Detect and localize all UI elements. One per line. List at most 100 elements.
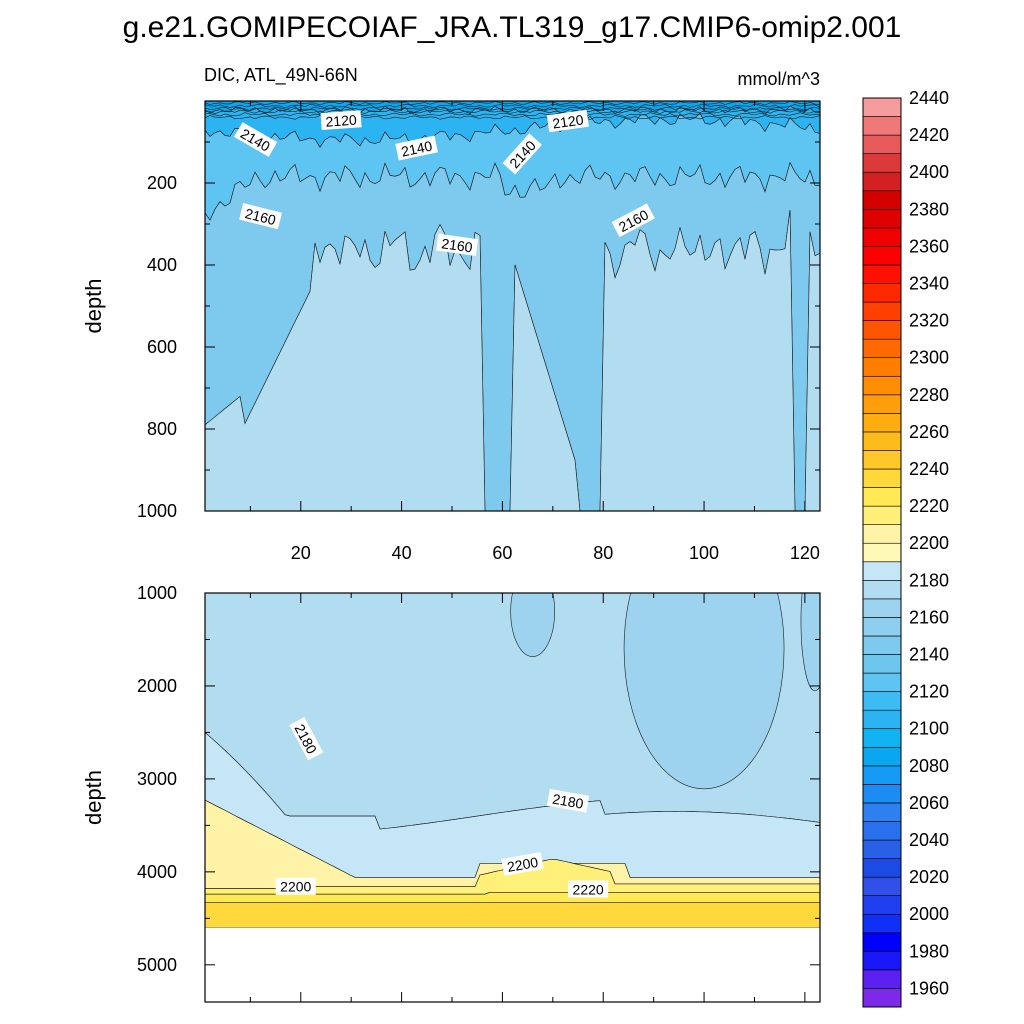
colorbar-label: 2340 <box>909 274 949 294</box>
colorbar-label: 2000 <box>909 904 949 924</box>
colorbar-label: 2020 <box>909 867 949 887</box>
y-tick-label: 1000 <box>137 583 177 603</box>
y-tick-label: 2000 <box>137 676 177 696</box>
contour-label: 2160 <box>436 233 479 257</box>
contour-line <box>205 109 820 115</box>
colorbar-label: 1960 <box>909 978 949 998</box>
contour-line <box>205 115 820 120</box>
colorbar-swatch <box>862 264 902 284</box>
colorbar-swatch <box>862 876 902 896</box>
colorbar-swatch <box>862 746 902 767</box>
contour-label: 2140 <box>395 135 438 161</box>
colorbar-swatch <box>862 431 902 451</box>
x-tick-label: 60 <box>492 543 512 563</box>
figure-title: g.e21.GOMIPECOIAF_JRA.TL319_g17.CMIP6-om… <box>123 11 902 44</box>
colorbar-label: 2080 <box>909 756 949 776</box>
colorbar-swatch <box>862 839 902 859</box>
y-tick-label: 3000 <box>137 769 177 789</box>
colorbar-swatch <box>862 190 902 210</box>
colorbar-swatch <box>862 468 902 488</box>
y-tick-label: 200 <box>147 173 177 193</box>
colorbar-swatch <box>862 116 902 136</box>
colorbar-swatch <box>862 320 902 340</box>
colorbar-swatch <box>862 913 902 934</box>
colorbar-swatch <box>862 709 902 730</box>
contour-label-text: 2120 <box>551 111 584 131</box>
colorbar-label: 2400 <box>909 162 949 182</box>
colorbar-swatch <box>862 153 902 173</box>
x-tick-label: 80 <box>593 543 613 563</box>
contour-label-text: 2160 <box>243 205 277 228</box>
contour-label: 2120 <box>546 109 589 133</box>
colorbar-swatch <box>862 988 902 1008</box>
colorbar-swatch <box>862 97 902 117</box>
colorbar-swatch <box>862 505 902 525</box>
colorbar-swatch <box>862 301 902 321</box>
contour-line <box>205 103 820 109</box>
contour-label-text: 2220 <box>573 882 604 898</box>
colorbar-swatch <box>862 171 902 192</box>
colorbar-swatch <box>862 394 902 414</box>
y-axis-label: depth <box>81 770 106 825</box>
colorbar-swatch <box>862 283 902 303</box>
colorbar-swatch <box>862 895 902 915</box>
upper-panel: 20 40 60 80 100 120 200 400 600 800 1000 depth 2120 2… <box>81 100 821 563</box>
colorbar-swatch <box>862 784 902 804</box>
colorbar-swatch <box>862 450 902 470</box>
contour-line <box>205 112 820 117</box>
colorbar-label: 2220 <box>909 496 949 516</box>
colorbar-label: 2280 <box>909 385 949 405</box>
colorbar-label: 2260 <box>909 422 949 442</box>
colorbar-label: 2240 <box>909 459 949 479</box>
colorbar-swatch <box>862 765 902 785</box>
contour-label-text: 2200 <box>506 854 540 875</box>
left-string: DIC, ATL_49N-66N <box>204 65 358 86</box>
contour-label: 2120 <box>320 110 362 131</box>
contour-label-text: 2120 <box>325 112 357 130</box>
contour-label-text: 2140 <box>400 137 434 159</box>
colorbar-label: 1980 <box>909 941 949 961</box>
contour-line <box>205 101 820 106</box>
colorbar-label: 2040 <box>909 830 949 850</box>
colorbar-swatch <box>862 375 902 396</box>
colorbar-swatch <box>862 821 902 841</box>
x-tick-label: 100 <box>689 543 719 563</box>
colorbar-label: 2360 <box>909 236 949 256</box>
colorbar-label: 2420 <box>909 125 949 145</box>
plot-frame <box>204 592 821 1003</box>
colorbar-label: 2380 <box>909 199 949 219</box>
colorbar-swatch <box>862 635 902 655</box>
contour-fills <box>205 593 820 928</box>
contour-label: 2180 <box>546 788 590 813</box>
colorbar-swatch <box>862 932 902 952</box>
contour-label: 2220 <box>568 880 609 898</box>
colorbar-swatch <box>862 951 902 971</box>
colorbar-swatch <box>862 209 902 229</box>
contour-blob-2170 <box>510 593 555 657</box>
colorbar-swatch <box>862 672 902 692</box>
colorbar-label: 2180 <box>909 570 949 590</box>
colorbar-swatch <box>862 487 902 507</box>
colorbar-label: 2140 <box>909 645 949 665</box>
colorbar-label: 2200 <box>909 533 949 553</box>
colorbar-label: 2160 <box>909 607 949 627</box>
colorbar: 1960 1980 2000 2020 2040 2060 2080 2100 2120 2140… <box>862 88 949 1008</box>
colorbar-swatch <box>862 802 902 822</box>
colorbar-swatch <box>862 654 902 674</box>
x-tick-label: 20 <box>291 543 311 563</box>
x-tick-label: 120 <box>790 543 820 563</box>
y-tick-label: 400 <box>147 255 177 275</box>
contour-label-text: 2200 <box>280 879 311 895</box>
colorbar-swatch <box>862 338 902 359</box>
contour-band-2230 <box>205 902 820 928</box>
colorbar-label: 2300 <box>909 348 949 368</box>
y-tick-label: 600 <box>147 337 177 357</box>
colorbar-swatch <box>862 598 902 618</box>
y-axis-label: depth <box>81 278 106 333</box>
colorbar-swatch <box>862 561 902 581</box>
y-tick-label: 4000 <box>137 862 177 882</box>
x-tick-label: 40 <box>392 543 412 563</box>
colorbar-swatch <box>862 413 902 433</box>
contour-band-2180 <box>205 210 820 511</box>
